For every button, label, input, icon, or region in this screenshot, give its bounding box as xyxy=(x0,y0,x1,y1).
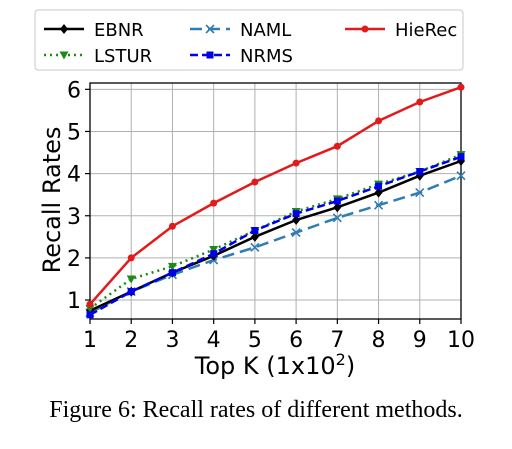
series-naml-marker xyxy=(332,213,342,223)
series-hierec-marker xyxy=(333,142,341,150)
series-nrms-marker xyxy=(210,250,218,258)
series-naml-marker xyxy=(250,242,260,252)
legend-label-naml: NAML xyxy=(240,20,291,41)
legend: EBNR NAML HieRec LSTUR NRMS xyxy=(34,9,464,71)
series-hierec xyxy=(86,83,465,308)
y-tick-label: 1 xyxy=(67,289,81,314)
series-nrms-marker xyxy=(457,153,465,161)
x-tick-label: 7 xyxy=(330,328,344,353)
x-tick-label: 6 xyxy=(289,328,303,353)
series-naml xyxy=(85,171,466,318)
legend-label-lstur: LSTUR xyxy=(94,46,152,67)
series-hierec-marker xyxy=(210,199,218,207)
series-nrms-marker xyxy=(292,210,300,218)
legend-box xyxy=(34,9,464,71)
series-hierec-marker xyxy=(127,254,135,262)
x-tick-label: 9 xyxy=(413,328,427,353)
figure-caption: Figure 6: Recall rates of different meth… xyxy=(49,397,463,423)
legend-item-hierec: HieRec xyxy=(345,20,457,41)
x-tick-label: 1 xyxy=(83,328,97,353)
series-hierec-marker xyxy=(375,117,383,125)
series-ebnr-marker xyxy=(333,202,342,213)
series-ebnr-marker xyxy=(250,231,259,242)
series-naml-marker xyxy=(373,200,384,210)
series-hierec-line xyxy=(89,86,462,306)
x-ticks: 1 2 3 4 5 6 7 8 9 10 xyxy=(83,319,475,353)
legend-label-ebnr: EBNR xyxy=(94,20,144,41)
series-ebnr-line xyxy=(89,159,462,312)
legend-hierec-marker xyxy=(361,25,369,33)
series-naml-marker xyxy=(291,228,301,238)
legend-naml-marker xyxy=(205,24,215,34)
plot-frame xyxy=(89,82,462,320)
series-hierec-marker xyxy=(168,222,176,230)
series-ebnr-marker xyxy=(292,214,301,225)
x-axis-label-exponent: 2 xyxy=(336,350,346,369)
x-tick-label: 10 xyxy=(447,328,475,353)
series-nrms xyxy=(86,153,465,319)
y-tick-label: 2 xyxy=(67,247,81,272)
series-naml-marker xyxy=(456,171,466,181)
series-hierec-marker xyxy=(251,178,259,186)
legend-label-hierec: HieRec xyxy=(395,20,457,41)
series-lstur-marker xyxy=(85,304,95,313)
x-tick-label: 3 xyxy=(165,328,179,353)
series-ebnr xyxy=(86,155,465,316)
series-nrms-line xyxy=(89,155,462,316)
legend-item-nrms: NRMS xyxy=(190,46,293,67)
x-tick-label: 5 xyxy=(248,328,262,353)
series-hierec-marker xyxy=(86,300,94,308)
series-naml-line xyxy=(89,174,462,314)
legend-lstur-marker xyxy=(59,51,69,60)
y-tick-label: 4 xyxy=(67,163,81,188)
series-hierec-marker xyxy=(457,83,465,91)
y-tick-label: 3 xyxy=(67,205,81,230)
series-nrms-marker xyxy=(86,311,94,319)
legend-item-ebnr: EBNR xyxy=(44,20,144,41)
series-lstur-marker xyxy=(209,245,219,254)
legend-ebnr-marker xyxy=(60,24,68,34)
y-tick-label: 6 xyxy=(67,78,81,103)
legend-nrms-marker xyxy=(206,51,214,59)
y-axis-label: Recall Rates xyxy=(38,127,66,274)
series-nrms-marker xyxy=(251,227,259,234)
series-nrms-marker xyxy=(416,168,424,175)
y-tick-label: 5 xyxy=(67,120,81,145)
y-ticks: 1 2 3 4 5 6 xyxy=(67,78,90,314)
series-lstur-marker xyxy=(167,262,177,271)
series-naml-marker xyxy=(415,188,425,198)
series-ebnr-marker xyxy=(374,187,383,198)
x-tick-label: 8 xyxy=(372,328,386,353)
x-tick-label: 4 xyxy=(207,328,221,353)
series-hierec-marker xyxy=(292,159,300,167)
series-lstur-marker xyxy=(126,275,136,284)
series-nrms-marker xyxy=(375,182,383,190)
series-lines xyxy=(85,83,466,319)
legend-item-lstur: LSTUR xyxy=(44,46,152,67)
series-nrms-marker xyxy=(168,269,176,277)
x-axis-label-prefix: Top K (1x10 xyxy=(194,352,336,380)
legend-label-nrms: NRMS xyxy=(240,46,293,67)
series-nrms-marker xyxy=(127,288,135,296)
legend-item-naml: NAML xyxy=(190,20,291,41)
x-tick-label: 2 xyxy=(124,328,138,353)
x-axis-label: Top K (1x102) xyxy=(194,350,355,380)
series-hierec-marker xyxy=(416,98,424,106)
x-axis-label-suffix: ) xyxy=(346,352,355,380)
series-nrms-marker xyxy=(333,197,341,205)
